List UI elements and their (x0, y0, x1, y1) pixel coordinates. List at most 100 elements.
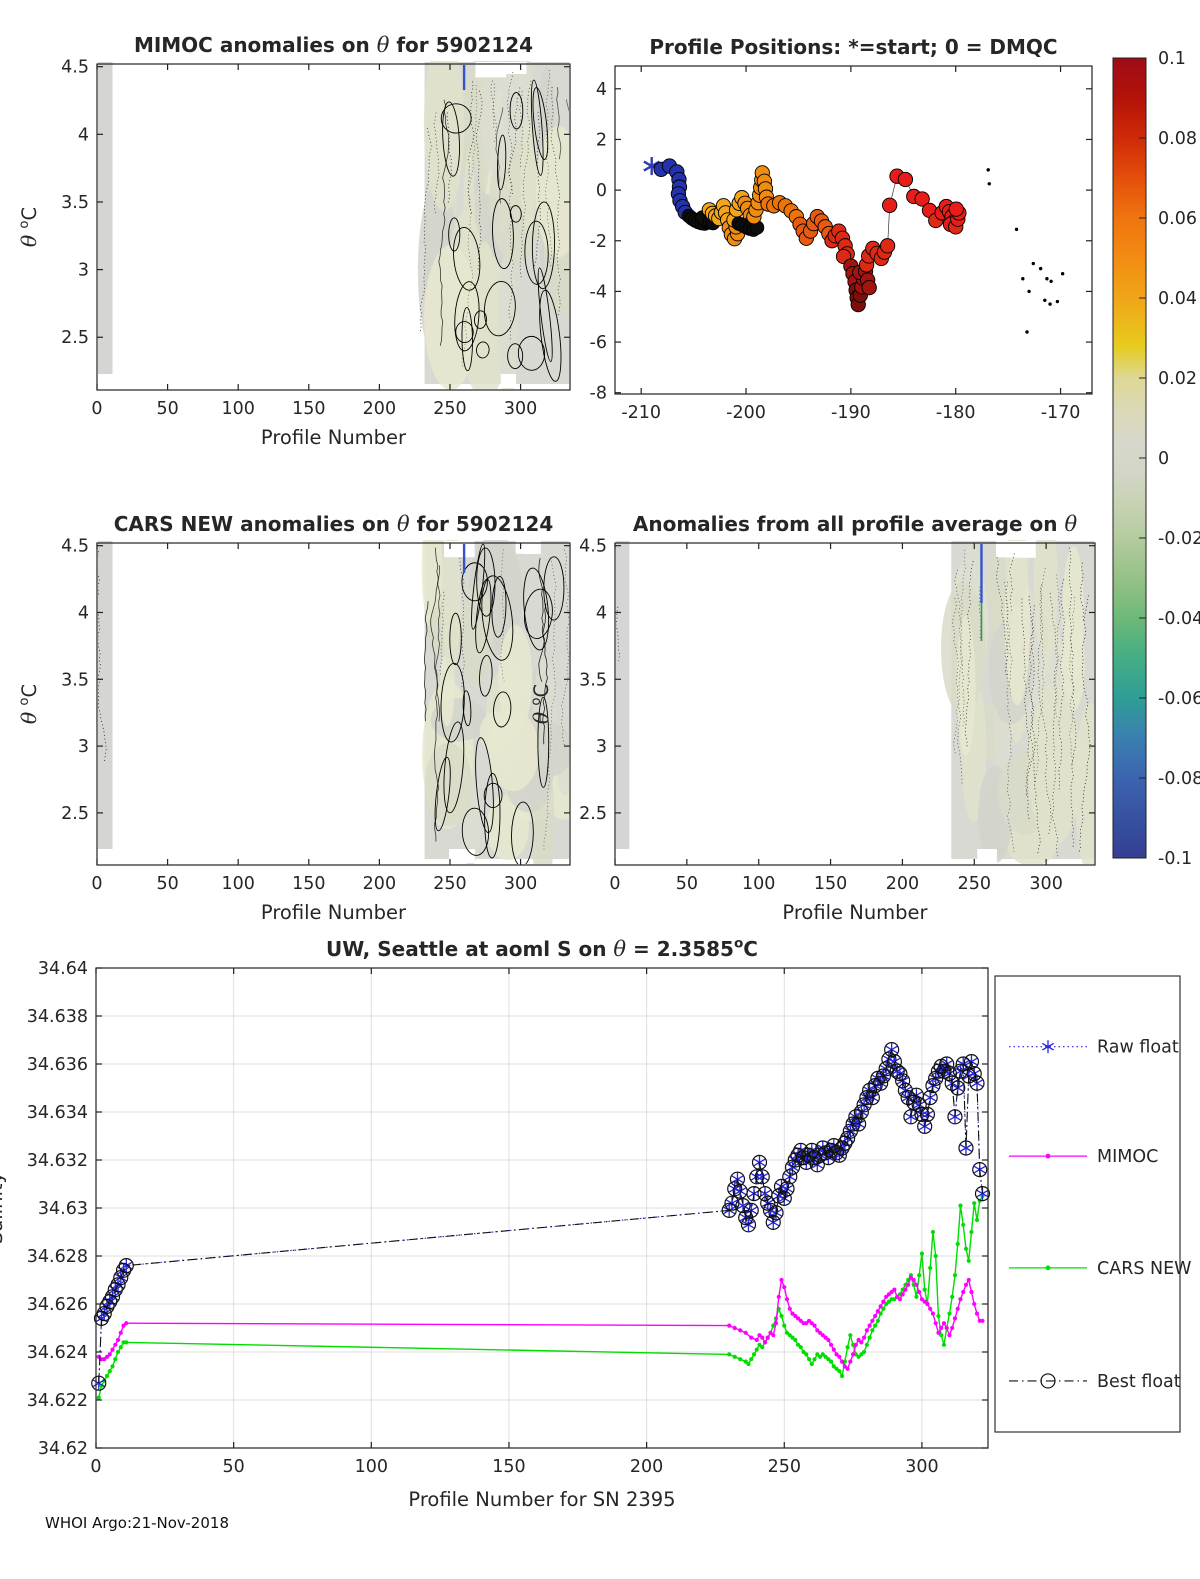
svg-text:34.634: 34.634 (27, 1103, 88, 1123)
svg-text:34.636: 34.636 (27, 1055, 88, 1075)
panel-salinity: 0 50 100 150 200 250 300 34.62 34.622 34.624 34.62… (0, 936, 1191, 1511)
panel-allprof: 0 50 100 150 200 250 300 4.5 4 3.5 3 2.5 Anomalies f… (529, 512, 1096, 924)
svg-text:300: 300 (504, 874, 537, 894)
svg-text:0: 0 (91, 874, 102, 894)
svg-text:Profile Positions: *=start; 0: Profile Positions: *=start; 0 = DMQC (649, 35, 1057, 59)
svg-text:Profile Number: Profile Number (782, 901, 928, 924)
svg-text:34.628: 34.628 (27, 1247, 88, 1267)
svg-text:34.64: 34.64 (38, 959, 88, 979)
svg-text:-210: -210 (621, 403, 661, 423)
svg-text:34.626: 34.626 (27, 1295, 88, 1315)
svg-text:UW, Seattle at aoml S on θ = 2: UW, Seattle at aoml S on θ = 2.3585oC (326, 936, 758, 961)
legend-label-cars: CARS NEW (1097, 1259, 1191, 1279)
svg-text:0: 0 (609, 874, 620, 894)
colorbar-tick: 0.06 (1158, 209, 1197, 229)
svg-text:50: 50 (676, 874, 698, 894)
colorbar-tick: 0 (1158, 449, 1169, 469)
svg-text:300: 300 (504, 399, 537, 419)
svg-text:Profile Number: Profile Number (261, 901, 407, 924)
svg-text:150: 150 (814, 874, 847, 894)
svg-text:4: 4 (78, 603, 89, 623)
svg-text:θ oC: θ oC (17, 684, 41, 724)
svg-text:3.5: 3.5 (61, 193, 89, 213)
legend: Raw float MIMOC CARS NEW Best float (994, 975, 1191, 1433)
svg-text:50: 50 (156, 399, 178, 419)
svg-text:150: 150 (292, 399, 325, 419)
svg-text:200: 200 (630, 1457, 663, 1477)
svg-text:2: 2 (596, 130, 607, 150)
svg-text:300: 300 (1029, 874, 1062, 894)
svg-text:4: 4 (78, 125, 89, 145)
svg-text:θ oC: θ oC (17, 207, 41, 247)
svg-text:MIMOC anomalies on θ for 5902: MIMOC anomalies on θ for 5902124 (134, 33, 533, 57)
colorbar-tick: -0.06 (1158, 689, 1200, 709)
svg-text:0: 0 (596, 181, 607, 201)
svg-text:4.5: 4.5 (61, 58, 89, 78)
svg-text:-6: -6 (590, 333, 607, 353)
svg-text:300: 300 (905, 1457, 938, 1477)
svg-text:4.5: 4.5 (61, 537, 89, 557)
svg-text:250: 250 (433, 399, 466, 419)
svg-text:2.5: 2.5 (61, 804, 89, 824)
svg-text:50: 50 (156, 874, 178, 894)
svg-text:200: 200 (363, 874, 396, 894)
panel-mimoc: 0 50 100 150 200 250 300 4.5 4 3.5 3 2.5 MIMOC anoma… (17, 33, 571, 449)
svg-text:34.622: 34.622 (27, 1391, 88, 1411)
svg-text:-170: -170 (1041, 403, 1081, 423)
svg-text:3: 3 (596, 737, 607, 757)
svg-text:3.5: 3.5 (61, 670, 89, 690)
legend-label-best: Best float (1097, 1372, 1181, 1392)
colorbar: 0.1 0.08 0.06 0.04 0.02 0 -0.02 -0.04 -0.06 -0.08… (1112, 49, 1200, 869)
colorbar-tick: -0.04 (1158, 609, 1200, 629)
svg-text:3.5: 3.5 (579, 670, 607, 690)
svg-text:CARS NEW anomalies on θ for 59: CARS NEW anomalies on θ for 5902124 (114, 512, 554, 536)
colorbar-tick: 0.04 (1158, 289, 1197, 309)
svg-text:250: 250 (433, 874, 466, 894)
svg-text:3: 3 (78, 737, 89, 757)
colorbar-tick: -0.02 (1158, 529, 1200, 549)
svg-text:100: 100 (355, 1457, 388, 1477)
svg-text:Anomalies from all profile ave: Anomalies from all profile average on θ (633, 512, 1078, 536)
svg-text:3: 3 (78, 261, 89, 281)
svg-text:100: 100 (221, 399, 254, 419)
svg-text:-180: -180 (936, 403, 976, 423)
svg-text:100: 100 (742, 874, 775, 894)
colorbar-tick: 0.02 (1158, 369, 1197, 389)
svg-text:4: 4 (596, 80, 607, 100)
svg-text:34.62: 34.62 (38, 1439, 88, 1459)
colorbar-tick: 0.1 (1158, 49, 1186, 69)
svg-text:0: 0 (90, 1457, 101, 1477)
svg-text:-8: -8 (590, 384, 607, 404)
svg-text:50: 50 (223, 1457, 245, 1477)
svg-text:34.638: 34.638 (27, 1007, 88, 1027)
svg-text:200: 200 (363, 399, 396, 419)
svg-text:2.5: 2.5 (579, 804, 607, 824)
svg-text:Profile Number: Profile Number (261, 426, 407, 449)
footer-timestamp: WHOI Argo:21-Nov-2018 (45, 1514, 229, 1532)
svg-text:Salinity: Salinity (0, 1172, 7, 1244)
svg-text:θ oC: θ oC (529, 684, 553, 724)
svg-text:-4: -4 (590, 282, 607, 302)
colorbar-tick: 0.08 (1158, 129, 1197, 149)
svg-text:100: 100 (221, 874, 254, 894)
colorbar-tick: -0.1 (1158, 849, 1192, 869)
svg-text:34.632: 34.632 (27, 1151, 88, 1171)
panel-positions: -210 -200 -190 -180 -170 4 2 0 -2 -4 -6 -8 Profile P… (590, 35, 1093, 423)
svg-text:150: 150 (292, 874, 325, 894)
svg-text:Profile Number for SN 2395: Profile Number for SN 2395 (408, 1488, 675, 1511)
svg-text:250: 250 (958, 874, 991, 894)
svg-text:-190: -190 (831, 403, 871, 423)
legend-label-raw: Raw float (1097, 1038, 1179, 1058)
svg-text:4: 4 (596, 603, 607, 623)
svg-text:34.624: 34.624 (27, 1343, 88, 1363)
svg-text:150: 150 (492, 1457, 525, 1477)
svg-text:0: 0 (91, 399, 102, 419)
svg-text:-200: -200 (726, 403, 766, 423)
panel-cars: 0 50 100 150 200 250 300 4.5 4 3.5 3 2.5 CARS NEW an… (17, 512, 571, 924)
svg-text:34.63: 34.63 (38, 1199, 88, 1219)
svg-text:2.5: 2.5 (61, 328, 89, 348)
svg-text:200: 200 (886, 874, 919, 894)
legend-label-mimoc: MIMOC (1097, 1147, 1158, 1167)
